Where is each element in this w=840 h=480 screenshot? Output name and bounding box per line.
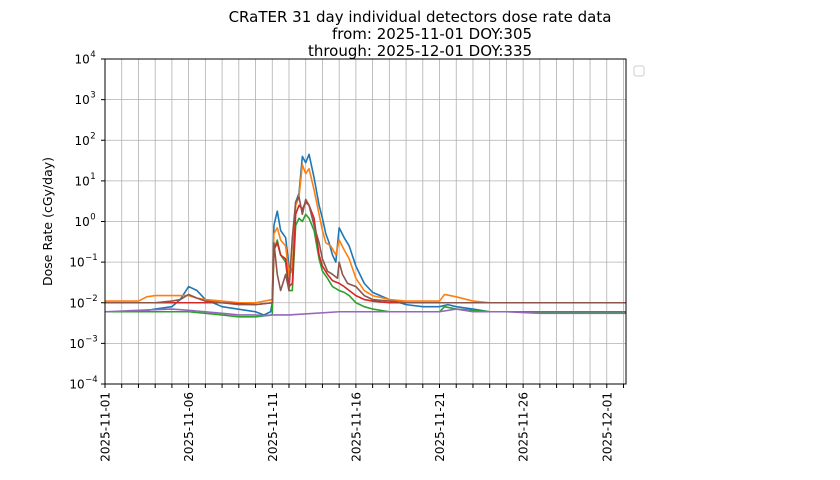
chart-title-line-1: CRaTER 31 day individual detectors dose …	[229, 8, 612, 26]
x-tick-label: 2025-12-01	[600, 392, 614, 462]
grid	[104, 58, 626, 385]
y-tick-exponent: 3	[90, 91, 95, 101]
y-tick-label: 10	[75, 53, 90, 67]
y-tick-exponent: 4	[90, 50, 95, 60]
y-tick-label: 10	[75, 174, 90, 188]
x-tick-label: 2025-11-21	[433, 392, 447, 462]
y-axis-label: Dose Rate (cGy/day)	[40, 157, 55, 286]
y-tick-label: 10	[69, 378, 84, 392]
series-line-D3	[105, 213, 626, 318]
x-tick-label: 2025-11-06	[182, 392, 196, 462]
x-axis: 2025-11-01 2025-11-06 2025-11-11 2025-11-16…	[99, 384, 624, 462]
y-tick-exponent: −2	[85, 294, 98, 304]
chart-title-line-3: through: 2025-12-01 DOY:335	[308, 42, 532, 60]
y-tick-label: 10	[69, 256, 84, 270]
y-tick-label: 10	[69, 337, 84, 351]
y-tick-exponent: 1	[90, 172, 95, 182]
series-line-D5	[104, 308, 626, 317]
x-tick-label: 2025-11-26	[517, 392, 531, 462]
series-group	[104, 153, 626, 318]
series-line-D6	[105, 196, 626, 306]
y-tick-label: 10	[69, 296, 84, 310]
legend-box	[633, 65, 645, 77]
x-tick-label: 2025-11-11	[266, 392, 280, 462]
x-tick-label: 2025-11-16	[349, 392, 363, 462]
y-tick-exponent: 0	[90, 213, 95, 223]
y-tick-exponent: −4	[85, 375, 98, 385]
chart-title: CRaTER 31 day individual detectors dose …	[229, 8, 612, 60]
y-tick-exponent: 2	[90, 131, 95, 141]
series-line-D1	[105, 153, 626, 316]
series-line-D4	[105, 201, 626, 306]
y-tick-exponent: −3	[85, 334, 98, 344]
y-tick-exponent: −1	[85, 253, 98, 263]
x-tick-label: 2025-11-01	[99, 392, 113, 462]
y-tick-label: 10	[75, 93, 90, 107]
y-tick-label: 10	[75, 215, 90, 229]
series-line-D2	[105, 163, 626, 304]
y-tick-label: 10	[75, 134, 90, 148]
chart-title-line-2: from: 2025-11-01 DOY:305	[332, 25, 532, 43]
